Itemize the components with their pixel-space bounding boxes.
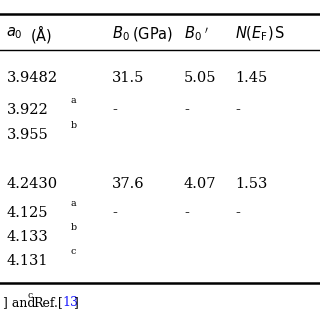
Text: a: a [70, 96, 76, 105]
Text: -: - [235, 206, 240, 220]
Text: -: - [112, 206, 117, 220]
Text: ] and: ] and [3, 296, 40, 309]
Text: -: - [235, 103, 240, 117]
Text: -: - [184, 206, 189, 220]
Text: $\mathrm{(GPa)}$: $\mathrm{(GPa)}$ [132, 25, 173, 43]
Text: 3.922: 3.922 [6, 103, 48, 117]
Text: $'$: $'$ [204, 26, 209, 41]
Text: -: - [184, 103, 189, 117]
Text: 4.131: 4.131 [6, 254, 48, 268]
Text: ]: ] [73, 296, 78, 309]
Text: $B_0$: $B_0$ [112, 24, 130, 43]
Text: 1.53: 1.53 [235, 177, 268, 191]
Text: a: a [70, 199, 76, 208]
Text: $N(E_{\mathrm{F}})$: $N(E_{\mathrm{F}})$ [235, 24, 274, 43]
Text: b: b [70, 223, 76, 232]
Text: 4.2430: 4.2430 [6, 177, 58, 191]
Text: -: - [112, 103, 117, 117]
Text: b: b [70, 121, 76, 130]
Text: 3.955: 3.955 [6, 128, 48, 142]
Text: S: S [275, 26, 284, 41]
Text: 31.5: 31.5 [112, 71, 144, 85]
Text: Ref.[: Ref.[ [34, 296, 63, 309]
Text: 4.125: 4.125 [6, 206, 48, 220]
Text: $a_0$: $a_0$ [6, 26, 23, 42]
Text: 37.6: 37.6 [112, 177, 145, 191]
Text: 4.133: 4.133 [6, 230, 48, 244]
Text: $B_0$: $B_0$ [184, 24, 202, 43]
Text: c: c [27, 291, 32, 300]
Text: 1.45: 1.45 [235, 71, 268, 85]
Text: 5.05: 5.05 [184, 71, 217, 85]
Text: $(\mathrm{\AA})$: $(\mathrm{\AA})$ [30, 23, 52, 44]
Text: 4.07: 4.07 [184, 177, 217, 191]
Text: 13: 13 [62, 296, 78, 309]
Text: 3.9482: 3.9482 [6, 71, 58, 85]
Text: c: c [70, 247, 76, 256]
